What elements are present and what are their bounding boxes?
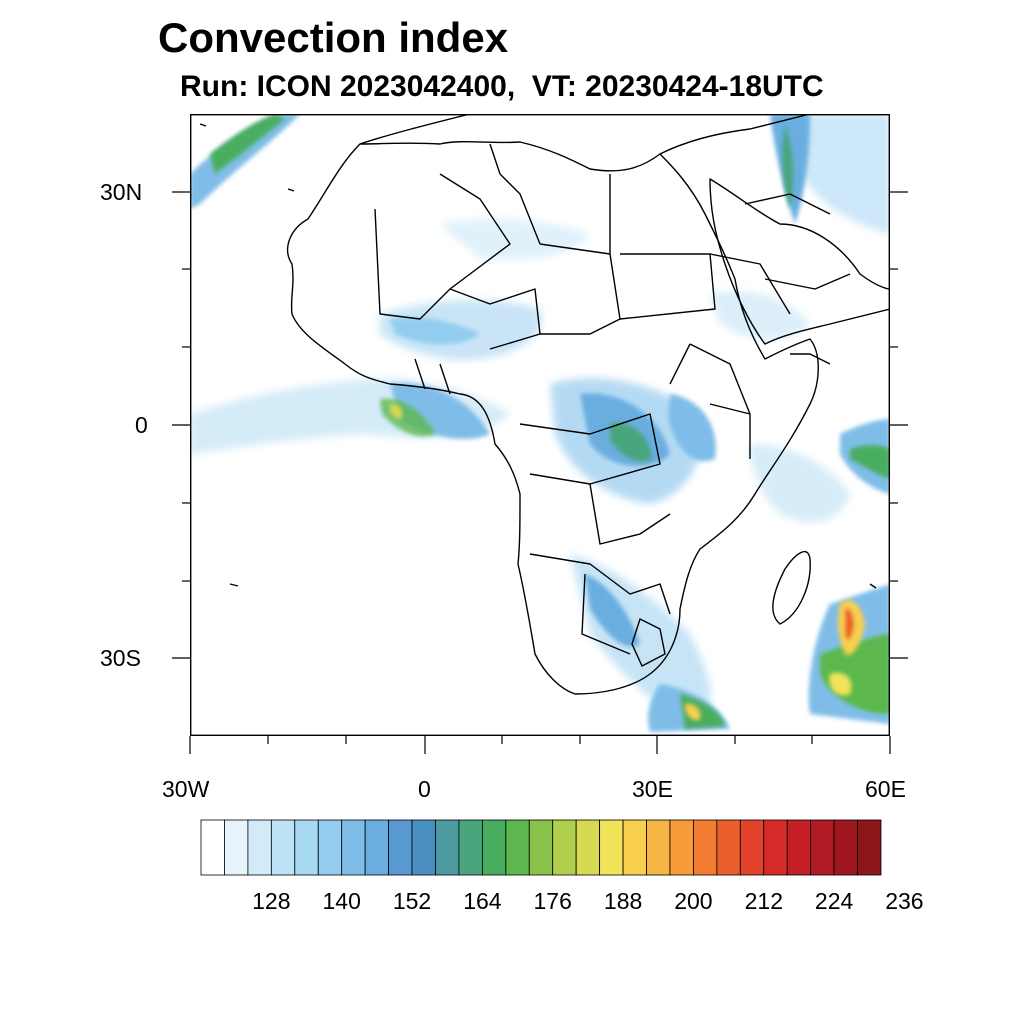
colorbar-box [575, 819, 601, 876]
colorbar-box [528, 819, 554, 876]
colorbar-box [739, 819, 765, 876]
colorbar-box [224, 819, 249, 876]
colorbar-box [435, 819, 460, 876]
colorbar-box [622, 819, 647, 876]
colorbar-box [505, 819, 530, 876]
colorbar-box [857, 819, 882, 876]
chart-title: Convection index [158, 14, 509, 61]
lon-label-30w: 30W [162, 776, 210, 802]
colorbar-box [294, 819, 319, 876]
lat-label-30s: 30S [100, 645, 141, 671]
lon-label-60e: 60E [865, 776, 906, 802]
colorbar-box [481, 819, 507, 876]
colorbar-box [716, 819, 741, 876]
colorbar-box [200, 819, 225, 876]
colorbar [200, 819, 882, 876]
colorbar-box [364, 819, 389, 876]
colorbar-box [552, 819, 577, 876]
colorbar-label: 140 [322, 888, 361, 914]
colorbar-box [646, 819, 671, 876]
colorbar-box [786, 819, 812, 876]
lon-label-30e: 30E [632, 776, 673, 802]
colorbar-label: 128 [252, 888, 291, 914]
colorbar-label: 176 [533, 888, 572, 914]
lat-label-0: 0 [135, 412, 148, 438]
colorbar-label: 200 [674, 888, 713, 914]
colorbar-box [270, 819, 296, 876]
colorbar-box [341, 819, 366, 876]
chart-subtitle: Run: ICON 2023042400, VT: 20230424-18UTC [180, 70, 824, 103]
colorbar-box [833, 819, 858, 876]
map-plot [190, 114, 890, 736]
colorbar-box [810, 819, 835, 876]
colorbar-label: 224 [814, 888, 854, 914]
lat-label-30n: 30N [100, 179, 143, 205]
colorbar-label: 164 [463, 888, 502, 914]
colorbar-label: 236 [885, 888, 924, 914]
colorbar-box [317, 819, 343, 876]
colorbar-box [669, 819, 694, 876]
colorbar-box [458, 819, 483, 876]
coastlines [199, 114, 890, 695]
colorbar-box [411, 819, 436, 876]
colorbar-box [693, 819, 718, 876]
colorbar-label: 212 [744, 888, 783, 914]
colorbar-box [247, 819, 272, 876]
colorbar-box [388, 819, 413, 876]
lon-label-0: 0 [418, 776, 431, 802]
colorbar-box [599, 819, 624, 876]
colorbar-label: 188 [603, 888, 643, 914]
colorbar-label: 152 [392, 888, 432, 914]
colorbar-box [763, 819, 788, 876]
